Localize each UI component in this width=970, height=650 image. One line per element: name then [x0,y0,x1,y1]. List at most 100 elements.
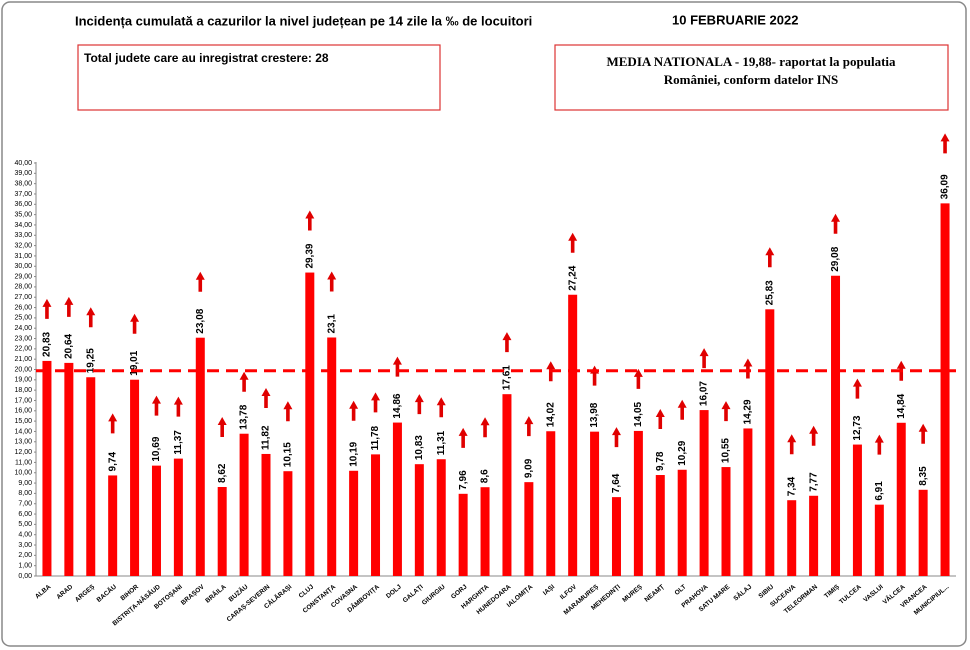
bar [852,444,862,576]
value-label: 6,91 [874,481,885,501]
bar [42,360,52,576]
value-label: 17,61 [502,365,513,390]
y-tick-label: 38,00 [14,180,32,187]
y-tick-label: 34,00 [14,222,32,229]
bar [874,504,884,576]
value-label: 20,64 [63,333,74,358]
bar [809,495,819,576]
y-tick-label: 9,00 [18,480,32,487]
bar [677,469,687,576]
bar [173,458,183,576]
bar [86,377,96,576]
trend-arrow [743,358,753,379]
value-label: 14,05 [633,401,644,426]
trend-arrow [677,399,687,420]
y-tick-label: 3,00 [18,542,32,549]
trend-arrow [392,356,402,377]
annotation-box [554,44,949,111]
y-tick-label: 25,00 [14,315,32,322]
value-label: 8,62 [217,463,228,483]
y-tick-label: 39,00 [14,170,32,177]
value-label: 14,84 [896,393,907,418]
trend-arrow [611,427,621,448]
y-tick-label: 5,00 [18,521,32,528]
value-label: 10,19 [348,441,359,466]
bar [765,309,775,576]
bar [327,337,337,576]
trend-arrow [108,413,118,434]
annotation: României, conform datelor INS [664,72,839,87]
y-tick-label: 0,00 [18,573,32,580]
trend-arrow [64,296,74,317]
trend-arrow [195,271,205,292]
bar [130,379,140,576]
y-tick-label: 16,00 [14,408,32,415]
annotation: MEDIA NATIONALA - 19,88- raportat la pop… [606,54,896,69]
value-label: 9,09 [523,458,534,478]
value-label: 11,37 [173,430,184,455]
bar [524,482,534,576]
y-tick-label: 2,00 [18,552,32,559]
trend-arrow [655,409,665,430]
value-label: 25,83 [764,280,775,305]
y-tick-label: 7,00 [18,501,32,508]
value-label: 19,01 [129,350,140,375]
value-label: 14,29 [743,399,754,424]
value-label: 14,86 [392,393,403,418]
y-tick-label: 6,00 [18,511,32,518]
trend-arrow [809,425,819,446]
trend-arrow [502,332,512,353]
y-tick-label: 8,00 [18,490,32,497]
bar [721,467,731,576]
bar [371,454,381,576]
y-tick-label: 32,00 [14,242,32,249]
y-tick-label: 15,00 [14,418,32,425]
bar [195,337,205,576]
bar [283,471,293,576]
value-label: 10,69 [151,436,162,461]
value-label: 29,39 [304,243,315,268]
value-label: 29,08 [830,246,841,271]
value-label: 8,35 [918,466,929,486]
bar [108,475,118,576]
value-label: 7,34 [786,476,797,496]
bar [436,459,446,576]
value-label: 10,83 [414,435,425,460]
trend-arrow [86,307,96,328]
trend-arrow [458,427,468,448]
value-label: 12,73 [852,415,863,440]
trend-arrow [217,416,227,437]
bar [64,362,74,576]
bar [918,489,928,576]
trend-arrow [349,400,359,421]
value-label: 16,07 [699,381,710,406]
y-tick-label: 13,00 [14,439,32,446]
value-label: 27,24 [567,265,578,290]
y-tick-label: 27,00 [14,294,32,301]
bar [239,433,249,576]
y-tick-label: 40,00 [14,160,32,167]
y-tick-label: 17,00 [14,397,32,404]
bar [502,394,512,576]
bar [480,487,490,576]
bar [633,430,643,576]
value-label: 7,64 [611,473,622,493]
bar [349,470,359,576]
trend-arrow [371,392,381,413]
y-tick-label: 11,00 [15,459,32,466]
trend-arrow [699,348,709,369]
bar [831,275,841,576]
bar [611,497,621,576]
value-label: 7,96 [458,470,469,490]
trend-arrow [721,401,731,422]
y-tick-label: 30,00 [14,263,32,270]
value-label: 10,29 [677,440,688,465]
value-label: 19,25 [85,348,96,373]
y-tick-label: 28,00 [14,284,32,291]
bar [743,428,753,576]
trend-arrow [524,416,534,437]
trend-arrow [480,417,490,438]
value-label: 11,82 [261,425,272,450]
y-tick-label: 37,00 [14,191,32,198]
